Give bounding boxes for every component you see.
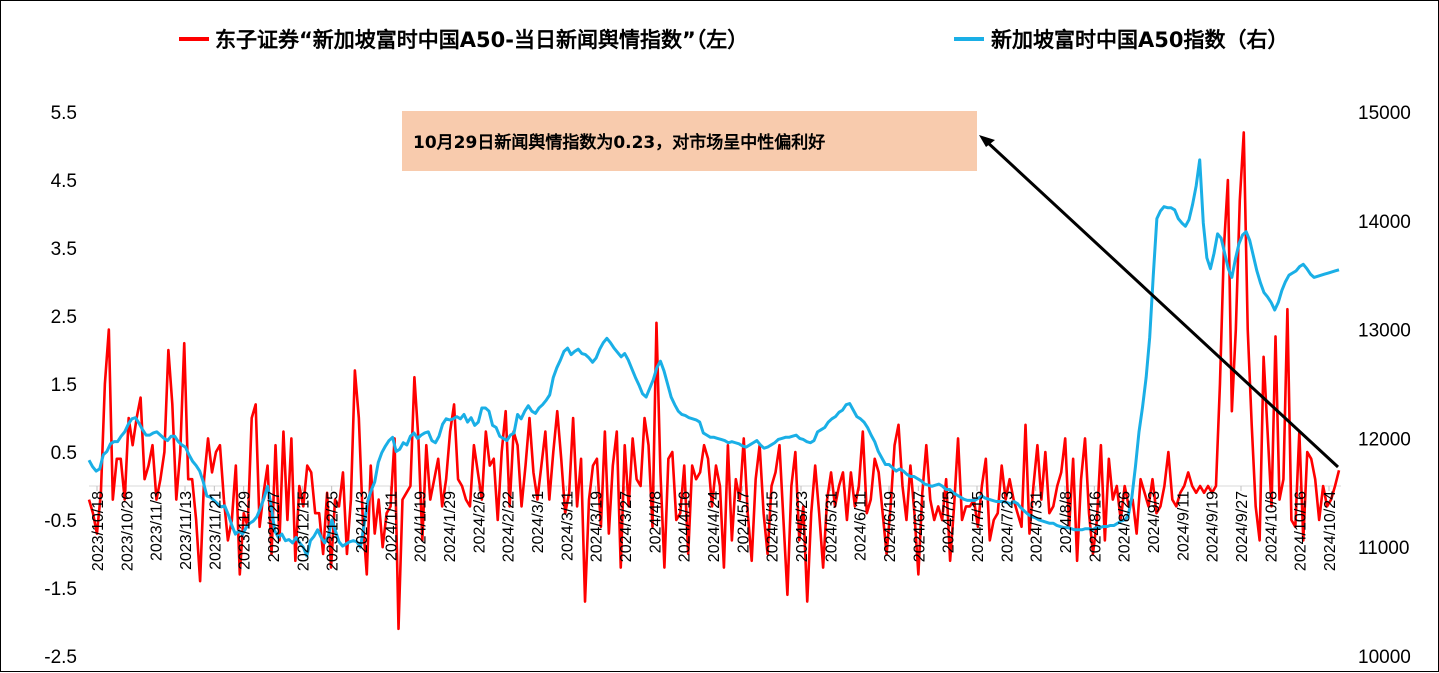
right-tick-label: 15000 <box>1358 103 1411 124</box>
x-tick-label: 2023/12/7 <box>266 491 283 562</box>
annotation-text: 10月29日新闻舆情指数为0.23，对市场呈中性偏利好 <box>413 132 825 153</box>
x-tick-label: 2024/10/8 <box>1263 491 1280 562</box>
left-tick-label: -1.5 <box>44 579 77 600</box>
left-tick-label: 4.5 <box>51 171 77 192</box>
x-tick-label: 2024/6/27 <box>911 491 928 562</box>
x-tick-label: 2024/8/26 <box>1117 491 1134 562</box>
legend: 东子证券“新加坡富时中国A50-当日新闻舆情指数”（左） 新加坡富时中国A50指… <box>179 28 1288 52</box>
x-tick-label: 2024/1/19 <box>413 491 430 562</box>
left-tick-label: 2.5 <box>51 307 77 328</box>
x-tick-label: 2023/11/3 <box>149 491 166 561</box>
x-axis-labels: 2023/10/18 2023/10/26 2023/11/3 2023/11/13 2… <box>90 491 1339 571</box>
left-tick-label: 0.5 <box>51 443 77 464</box>
x-tick-label: 2024/2/6 <box>471 491 488 553</box>
left-tick-label: 5.5 <box>51 103 77 124</box>
x-tick-label: 2024/5/15 <box>765 491 782 562</box>
right-axis: 15000 14000 13000 12000 11000 10000 <box>1358 103 1411 668</box>
x-tick-label: 2024/4/24 <box>706 491 723 562</box>
x-tick-label: 2024/7/5 <box>941 491 958 553</box>
x-tick-label: 2023/11/29 <box>237 491 254 570</box>
annotation-box <box>402 111 977 171</box>
x-tick-label: 2024/5/7 <box>735 491 752 553</box>
right-tick-label: 12000 <box>1358 429 1411 450</box>
x-tick-label: 2024/9/27 <box>1234 491 1251 562</box>
x-tick-label: 2024/3/11 <box>559 491 576 561</box>
x-tick-label: 2024/7/31 <box>1029 491 1046 562</box>
x-tick-label: 2024/10/16 <box>1293 491 1310 571</box>
x-tick-label: 2024/9/11 <box>1175 491 1192 561</box>
x-tick-label: 2024/8/16 <box>1087 491 1104 562</box>
x-tick-label: 2024/6/11 <box>853 491 870 561</box>
x-tick-label: 2023/11/13 <box>178 491 195 570</box>
x-tick-label: 2024/3/1 <box>530 491 547 553</box>
x-tick-label: 2024/5/23 <box>794 491 811 562</box>
x-tick-label: 2024/7/15 <box>970 491 987 562</box>
annotation-arrow-line <box>984 139 1340 469</box>
right-tick-label: 10000 <box>1358 647 1411 668</box>
right-tick-label: 14000 <box>1358 212 1411 233</box>
x-tick-label: 2024/6/19 <box>882 491 899 562</box>
annotation: 10月29日新闻舆情指数为0.23，对市场呈中性偏利好 <box>402 111 1340 469</box>
x-tick-label: 2023/12/15 <box>295 491 312 571</box>
x-tick-label: 2024/1/3 <box>354 491 371 553</box>
x-tick-label: 2024/9/3 <box>1146 491 1163 553</box>
right-tick-label: 13000 <box>1358 321 1411 342</box>
right-tick-label: 11000 <box>1358 538 1409 559</box>
x-tick-label: 2024/1/11 <box>383 491 400 561</box>
x-tick-label: 2023/11/21 <box>207 491 224 570</box>
a50-index-line <box>87 158 1340 558</box>
legend-label-index: 新加坡富时中国A50指数（右） <box>991 28 1288 52</box>
x-tick-label: 2024/4/8 <box>647 491 664 553</box>
x-tick-label: 2024/9/19 <box>1205 491 1222 562</box>
x-tick-label: 2023/12/25 <box>325 491 342 571</box>
annotation-arrowhead <box>979 135 995 147</box>
x-tick-label: 2024/7/23 <box>999 491 1016 562</box>
series-group <box>87 131 1341 631</box>
x-tick-label: 2024/1/29 <box>442 491 459 562</box>
legend-label-sentiment: 东子证券“新加坡富时中国A50-当日新闻舆情指数”（左） <box>215 28 748 52</box>
left-axis: 5.5 4.5 3.5 2.5 1.5 0.5 -0.5 -1.5 -2.5 <box>44 103 77 668</box>
x-tick-label: 2024/5/31 <box>823 491 840 562</box>
x-tick-label: 2024/8/8 <box>1058 491 1075 553</box>
x-tick-label: 2024/2/22 <box>501 491 518 562</box>
x-tick-label: 2024/4/16 <box>677 491 694 562</box>
left-tick-label: 1.5 <box>51 375 77 396</box>
x-tick-label: 2024/3/27 <box>618 491 635 562</box>
left-tick-label: -0.5 <box>44 511 77 532</box>
x-tick-label: 2024/10/24 <box>1322 491 1339 571</box>
x-tick-label: 2023/10/26 <box>119 491 136 571</box>
left-tick-label: 3.5 <box>51 239 77 260</box>
left-tick-label: -2.5 <box>44 647 77 668</box>
x-tick-label: 2024/3/19 <box>589 491 606 562</box>
x-tick-label: 2023/10/18 <box>90 491 107 571</box>
